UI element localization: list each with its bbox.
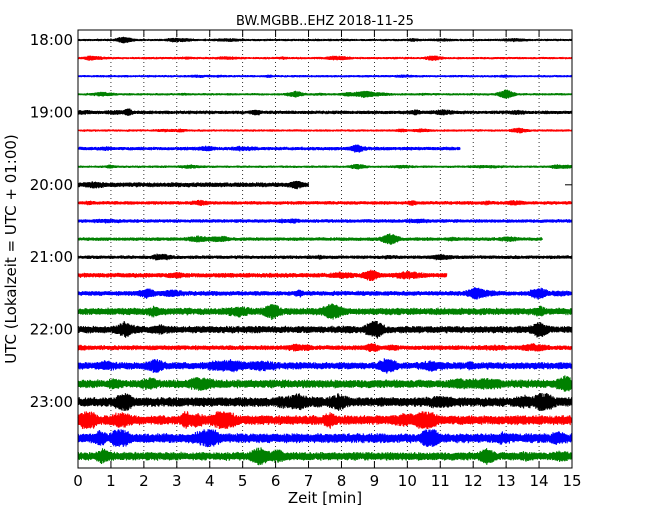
x-tick-label-10: 10 xyxy=(398,472,417,490)
x-tick-label-5: 5 xyxy=(238,472,248,490)
y-tick-label-2100: 21:00 xyxy=(30,248,73,266)
plot-frame xyxy=(77,29,573,469)
trace-2000 xyxy=(77,180,309,190)
trace-1915 xyxy=(77,127,573,134)
axis-ticks: 0 1 2 3 4 5 6 7 8 9 10 11 12 13 14 1518:0019:0020:0021:… xyxy=(30,30,582,490)
x-tick-label-7: 7 xyxy=(304,472,314,490)
chart-title: BW.MGBB..EHZ 2018-11-25 xyxy=(236,14,414,29)
y-tick-label-2200: 22:00 xyxy=(30,321,73,339)
y-tick-label-1900: 19:00 xyxy=(30,103,73,121)
trace-2330 xyxy=(77,429,573,448)
trace-1945 xyxy=(77,163,573,170)
trace-1900 xyxy=(77,108,573,116)
trace-2245 xyxy=(77,375,573,392)
trace-2145 xyxy=(77,303,573,321)
x-tick-label-1: 1 xyxy=(106,472,116,490)
x-tick-label-0: 0 xyxy=(73,472,83,490)
x-tick-label-8: 8 xyxy=(337,472,347,490)
x-tick-label-12: 12 xyxy=(464,472,483,490)
x-tick-label-3: 3 xyxy=(172,472,182,490)
x-tick-label-9: 9 xyxy=(370,472,380,490)
seismic-traces xyxy=(77,36,573,466)
trace-2015 xyxy=(77,199,573,206)
x-tick-label-2: 2 xyxy=(139,472,149,490)
trace-2230 xyxy=(77,358,573,374)
trace-2115 xyxy=(77,269,448,282)
x-tick-label-11: 11 xyxy=(431,472,450,490)
x-tick-label-4: 4 xyxy=(205,472,215,490)
x-tick-label-15: 15 xyxy=(562,472,581,490)
trace-2345 xyxy=(77,447,573,466)
trace-2215 xyxy=(77,343,573,353)
x-tick-label-14: 14 xyxy=(530,472,549,490)
trace-2300 xyxy=(77,392,573,411)
trace-2100 xyxy=(77,253,573,261)
trace-1815 xyxy=(77,55,573,61)
x-axis-label: Zeit [min] xyxy=(288,489,362,507)
y-tick-label-1800: 18:00 xyxy=(30,31,73,49)
trace-2200 xyxy=(77,320,573,339)
trace-1800 xyxy=(77,36,573,44)
trace-2315 xyxy=(77,411,573,430)
y-tick-label-2000: 20:00 xyxy=(30,176,73,194)
trace-1845 xyxy=(77,89,573,99)
trace-2030 xyxy=(77,218,573,224)
x-tick-label-6: 6 xyxy=(271,472,281,490)
y-tick-label-2300: 23:00 xyxy=(30,393,73,411)
y-axis-label: UTC (Lokalzeit = UTC + 01:00) xyxy=(2,134,20,364)
trace-2130 xyxy=(77,287,573,300)
trace-1930 xyxy=(77,144,461,153)
x-tick-label-13: 13 xyxy=(497,472,516,490)
trace-2045 xyxy=(77,233,543,245)
trace-1830 xyxy=(77,74,573,78)
